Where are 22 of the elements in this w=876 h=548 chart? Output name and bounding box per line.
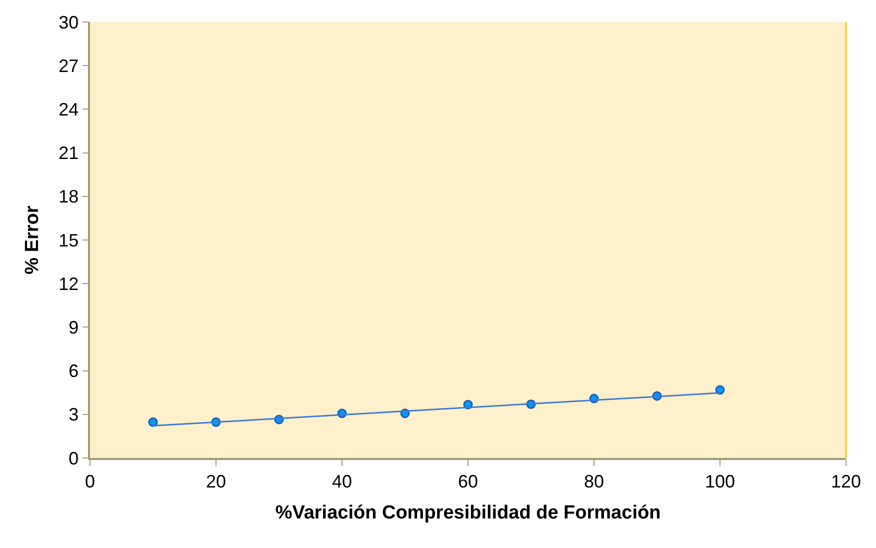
y-axis-title: % Error xyxy=(22,205,43,274)
y-tick-label: 21 xyxy=(58,143,79,164)
y-tick-label: 12 xyxy=(58,274,79,294)
y-tick-label: 6 xyxy=(68,361,79,382)
y-tick-label: 3 xyxy=(68,404,79,425)
x-tick-label: 20 xyxy=(206,471,226,492)
y-tick-label: 15 xyxy=(58,230,79,250)
x-tick-label: 0 xyxy=(84,471,96,492)
x-tick-label: 80 xyxy=(584,471,604,492)
y-tick-label: 27 xyxy=(58,56,79,76)
y-tick-label: 0 xyxy=(68,448,79,468)
y-tick-label: 18 xyxy=(58,186,79,207)
x-tick-label: 120 xyxy=(830,471,862,492)
point xyxy=(715,385,725,395)
x-tick-label: 100 xyxy=(704,471,736,492)
x-tick-label: 40 xyxy=(332,471,352,492)
point xyxy=(148,417,158,427)
x-axis-title: %Variación Compresibilidad de Formación xyxy=(275,502,661,524)
y-tick-label: 24 xyxy=(58,100,79,120)
y-tick-label: 9 xyxy=(68,318,79,338)
y-tick-label: 30 xyxy=(58,12,79,32)
x-tick-label: 60 xyxy=(458,471,478,492)
